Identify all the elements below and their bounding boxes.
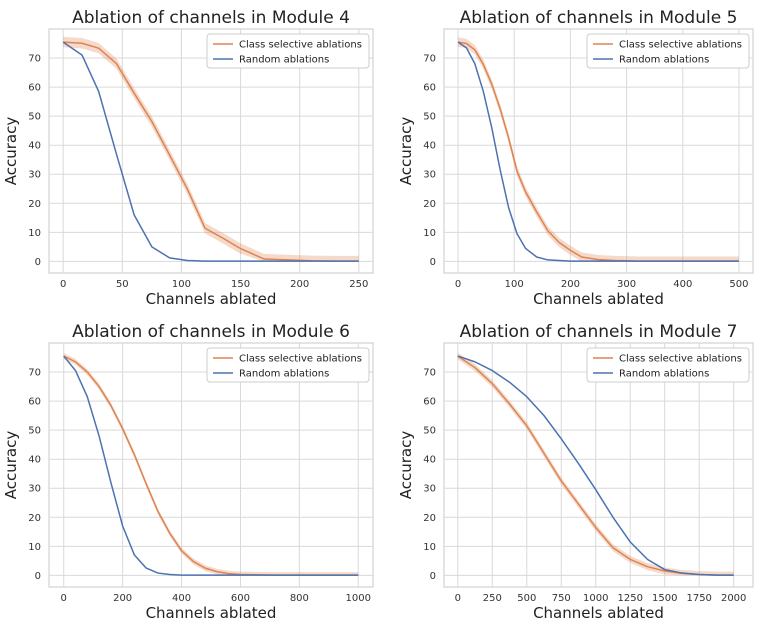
legend-label: Class selective ablations xyxy=(239,40,362,51)
y-tick-label: 40 xyxy=(423,141,436,152)
series-line-random xyxy=(63,355,359,576)
y-tick-label: 70 xyxy=(28,54,41,65)
chart-panel-3: 0 200 400 600 800 1000 0 10 20 30 40 50 60 70 Class se… xyxy=(2,322,374,619)
x-tick-label: 200 xyxy=(561,279,580,290)
x-tick-label: 250 xyxy=(483,593,502,604)
x-tick-label: 2000 xyxy=(721,593,746,604)
series-line-random xyxy=(457,41,739,262)
y-axis-label: Accuracy xyxy=(397,431,415,500)
x-tick-label: 100 xyxy=(172,279,191,290)
confidence-band xyxy=(457,352,734,576)
x-tick-label: 500 xyxy=(517,593,536,604)
x-axis-label: Channels ablated xyxy=(146,604,277,619)
legend-label: Random ablations xyxy=(619,55,709,66)
y-tick-label: 20 xyxy=(423,513,436,524)
y-tick-label: 50 xyxy=(28,426,41,437)
x-tick-label: 300 xyxy=(617,279,636,290)
legend-label: Class selective ablations xyxy=(619,40,742,51)
chart-panel-4: 0 250 500 750 1000 1250 1500 1750 2000 0 10 20 30 40 5… xyxy=(397,322,754,619)
legend-box xyxy=(586,33,750,69)
x-tick-label: 0 xyxy=(455,593,461,604)
y-tick-label: 60 xyxy=(28,83,41,94)
y-tick-label: 30 xyxy=(28,170,41,181)
y-tick-label: 0 xyxy=(430,257,436,268)
y-tick-label: 20 xyxy=(423,199,436,210)
x-tick-label: 200 xyxy=(290,279,309,290)
legend: Class selective ablations Random ablation… xyxy=(586,347,750,383)
x-tick-label: 0 xyxy=(61,593,67,604)
chart-title: Ablation of channels in Module 6 xyxy=(72,322,350,342)
y-tick-label: 10 xyxy=(28,228,41,239)
y-tick-label: 30 xyxy=(423,170,436,181)
x-tick-label: 0 xyxy=(455,279,461,290)
y-tick-label: 50 xyxy=(423,112,436,123)
y-tick-label: 40 xyxy=(28,455,41,466)
x-tick-label: 1000 xyxy=(346,593,371,604)
y-tick-label: 50 xyxy=(28,112,41,123)
y-tick-label: 10 xyxy=(28,542,41,553)
chart-panel-1: 0 50 100 150 200 250 0 10 20 30 40 50 60 70 Class sele… xyxy=(2,8,374,308)
y-tick-label: 60 xyxy=(28,397,41,408)
x-tick-label: 250 xyxy=(349,279,368,290)
y-tick-label: 60 xyxy=(423,397,436,408)
x-axis-label: Channels ablated xyxy=(533,604,664,619)
confidence-band xyxy=(63,36,359,262)
chart-panel-2: 0 100 200 300 400 500 0 10 20 30 40 50 60 70 Class sel… xyxy=(397,8,754,308)
x-tick-label: 0 xyxy=(60,279,66,290)
x-tick-label: 1750 xyxy=(686,593,711,604)
x-tick-label: 1500 xyxy=(652,593,677,604)
y-axis-label: Accuracy xyxy=(397,117,415,186)
y-tick-label: 60 xyxy=(423,83,436,94)
x-tick-label: 400 xyxy=(172,593,191,604)
y-tick-label: 10 xyxy=(423,542,436,553)
legend-label: Random ablations xyxy=(239,369,329,380)
legend-label: Class selective ablations xyxy=(239,354,362,365)
y-tick-label: 50 xyxy=(423,426,436,437)
x-tick-label: 600 xyxy=(231,593,250,604)
legend-box xyxy=(586,347,750,383)
legend-box xyxy=(206,33,370,69)
x-tick-label: 1000 xyxy=(583,593,608,604)
y-axis-label: Accuracy xyxy=(2,431,20,500)
chart-title: Ablation of channels in Module 4 xyxy=(72,8,350,28)
y-axis-label: Accuracy xyxy=(2,117,20,186)
y-tick-label: 70 xyxy=(28,368,41,379)
y-tick-label: 10 xyxy=(423,228,436,239)
y-tick-label: 30 xyxy=(28,484,41,495)
legend-label: Random ablations xyxy=(239,55,329,66)
y-tick-label: 40 xyxy=(28,141,41,152)
chart-title: Ablation of channels in Module 7 xyxy=(460,322,738,342)
x-tick-label: 100 xyxy=(505,279,524,290)
y-tick-label: 30 xyxy=(423,484,436,495)
y-tick-label: 20 xyxy=(28,199,41,210)
x-tick-label: 200 xyxy=(113,593,132,604)
x-tick-label: 400 xyxy=(673,279,692,290)
x-tick-label: 750 xyxy=(552,593,571,604)
legend: Class selective ablations Random ablation… xyxy=(206,347,370,383)
x-axis-label: Channels ablated xyxy=(533,290,664,308)
legend-label: Random ablations xyxy=(619,369,709,380)
y-tick-label: 0 xyxy=(35,571,41,582)
y-tick-label: 20 xyxy=(28,513,41,524)
legend-box xyxy=(206,347,370,383)
series-line-random xyxy=(62,41,359,262)
x-tick-label: 800 xyxy=(290,593,309,604)
y-tick-label: 0 xyxy=(430,571,436,582)
x-tick-label: 150 xyxy=(231,279,250,290)
y-tick-label: 70 xyxy=(423,368,436,379)
x-axis-label: Channels ablated xyxy=(146,290,277,308)
legend-label: Class selective ablations xyxy=(619,354,742,365)
x-tick-label: 50 xyxy=(116,279,129,290)
series-line-random xyxy=(457,355,734,576)
y-tick-label: 70 xyxy=(423,54,436,65)
y-tick-label: 0 xyxy=(35,257,41,268)
legend: Class selective ablations Random ablation… xyxy=(586,33,750,69)
chart-title: Ablation of channels in Module 5 xyxy=(460,8,738,28)
y-tick-label: 40 xyxy=(423,455,436,466)
legend: Class selective ablations Random ablation… xyxy=(206,33,370,69)
x-tick-label: 1250 xyxy=(618,593,643,604)
x-tick-label: 500 xyxy=(729,279,748,290)
